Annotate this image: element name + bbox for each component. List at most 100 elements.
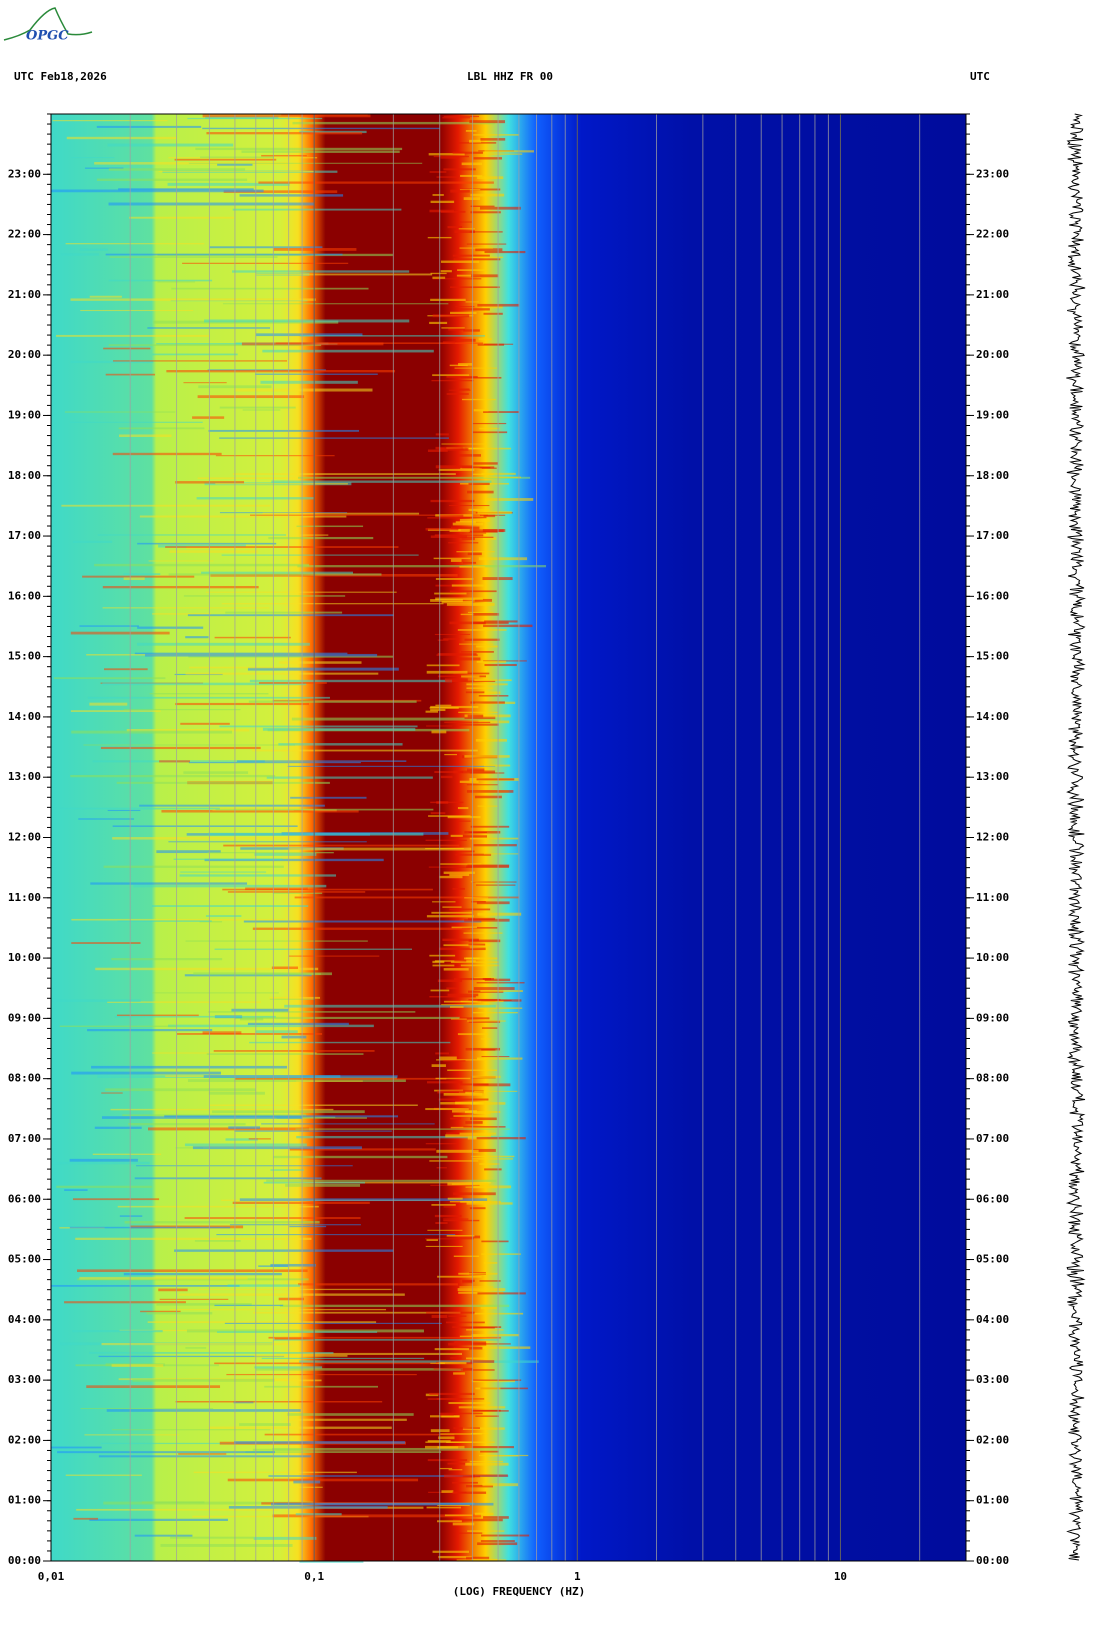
texture-stripe [483, 1516, 509, 1519]
texture-stripe [482, 577, 513, 581]
y-tick-label: 12:00 [8, 831, 41, 844]
texture-stripe [460, 1369, 495, 1371]
texture-stripe [86, 1385, 221, 1389]
texture-stripe [255, 373, 378, 375]
texture-stripe [123, 708, 241, 711]
texture-stripe [247, 1022, 349, 1026]
texture-stripe [158, 544, 246, 548]
texture-stripe [477, 805, 498, 807]
texture-stripe [443, 638, 460, 640]
texture-stripe [185, 1347, 207, 1349]
texture-stripe [459, 643, 494, 645]
texture-stripe [457, 269, 485, 271]
y-tick-label: 07:00 [8, 1132, 41, 1145]
texture-stripe [470, 205, 495, 207]
texture-stripe [224, 1322, 442, 1324]
texture-stripe [439, 514, 464, 518]
texture-stripe [196, 497, 314, 500]
texture-stripe [214, 1304, 284, 1307]
texture-stripe [428, 866, 474, 868]
texture-stripe [473, 612, 500, 616]
texture-stripe [239, 194, 344, 197]
texture-stripe [440, 863, 482, 865]
texture-stripe [460, 529, 504, 533]
texture-stripe [447, 815, 481, 819]
texture-stripe [173, 858, 283, 860]
texture-stripe [231, 1008, 289, 1012]
texture-stripe [242, 409, 281, 411]
texture-stripe [455, 1340, 472, 1343]
texture-stripe [465, 1121, 483, 1124]
texture-stripe [112, 837, 294, 840]
texture-stripe [449, 621, 486, 625]
texture-stripe [471, 1158, 513, 1160]
texture-stripe [467, 864, 510, 867]
y-tick-label: 14:00 [976, 710, 1009, 723]
texture-stripe [260, 380, 358, 384]
texture-stripe [453, 1427, 480, 1429]
texture-stripe [203, 1075, 398, 1078]
texture-stripe [427, 1081, 463, 1084]
texture-stripe [206, 132, 363, 135]
texture-stripe [460, 467, 482, 470]
texture-stripe [169, 550, 258, 553]
texture-stripe [453, 770, 496, 774]
texture-stripe [484, 343, 514, 345]
texture-stripe [455, 853, 492, 856]
texture-stripe [184, 974, 312, 977]
texture-stripe [223, 844, 460, 847]
y-tick-label: 02:00 [976, 1433, 1009, 1446]
texture-stripe [463, 932, 503, 934]
texture-stripe [450, 189, 470, 193]
texture-stripe [448, 1469, 463, 1471]
texture-stripe [440, 157, 460, 159]
texture-stripe [107, 143, 234, 147]
texture-stripe [254, 1354, 348, 1357]
texture-stripe [200, 156, 274, 159]
texture-stripe [469, 837, 519, 840]
texture-stripe [471, 1558, 498, 1562]
texture-stripe [429, 171, 447, 173]
texture-stripe [296, 1080, 363, 1082]
texture-stripe [469, 1460, 504, 1463]
texture-stripe [209, 246, 323, 249]
texture-stripe [248, 1138, 271, 1140]
texture-stripe [225, 1138, 258, 1141]
texture-stripe [90, 882, 248, 885]
texture-stripe [425, 1108, 469, 1111]
texture-stripe [443, 1219, 480, 1222]
texture-stripe [437, 1504, 470, 1506]
texture-stripe [83, 744, 296, 746]
texture-stripe [183, 595, 346, 597]
texture-stripe [237, 760, 407, 762]
texture-stripe [266, 1179, 497, 1182]
texture-stripe [431, 730, 447, 734]
texture-stripe [207, 851, 334, 854]
texture-stripe [467, 1530, 505, 1532]
texture-stripe [294, 896, 519, 899]
texture-stripe [264, 1385, 379, 1388]
texture-stripe [463, 1126, 506, 1128]
texture-stripe [107, 809, 141, 812]
texture-stripe [61, 504, 271, 507]
texture-stripe [178, 1453, 227, 1455]
texture-stripe [440, 260, 480, 263]
texture-stripe [471, 1380, 515, 1383]
texture-stripe [452, 1491, 487, 1494]
texture-stripe [440, 270, 452, 273]
y-tick-label: 20:00 [976, 348, 1009, 361]
texture-stripe [64, 1189, 88, 1191]
texture-stripe [106, 1409, 301, 1412]
texture-stripe [87, 696, 330, 699]
x-tick-label: 1 [574, 1570, 581, 1583]
texture-stripe [103, 865, 284, 868]
texture-stripe [429, 1392, 475, 1396]
texture-stripe [464, 714, 511, 718]
texture-stripe [459, 1017, 490, 1020]
y-tick-label: 13:00 [976, 770, 1009, 783]
texture-stripe [197, 477, 299, 480]
texture-stripe [205, 591, 397, 593]
texture-stripe [188, 761, 361, 764]
texture-stripe [166, 370, 396, 373]
texture-stripe [469, 139, 482, 143]
